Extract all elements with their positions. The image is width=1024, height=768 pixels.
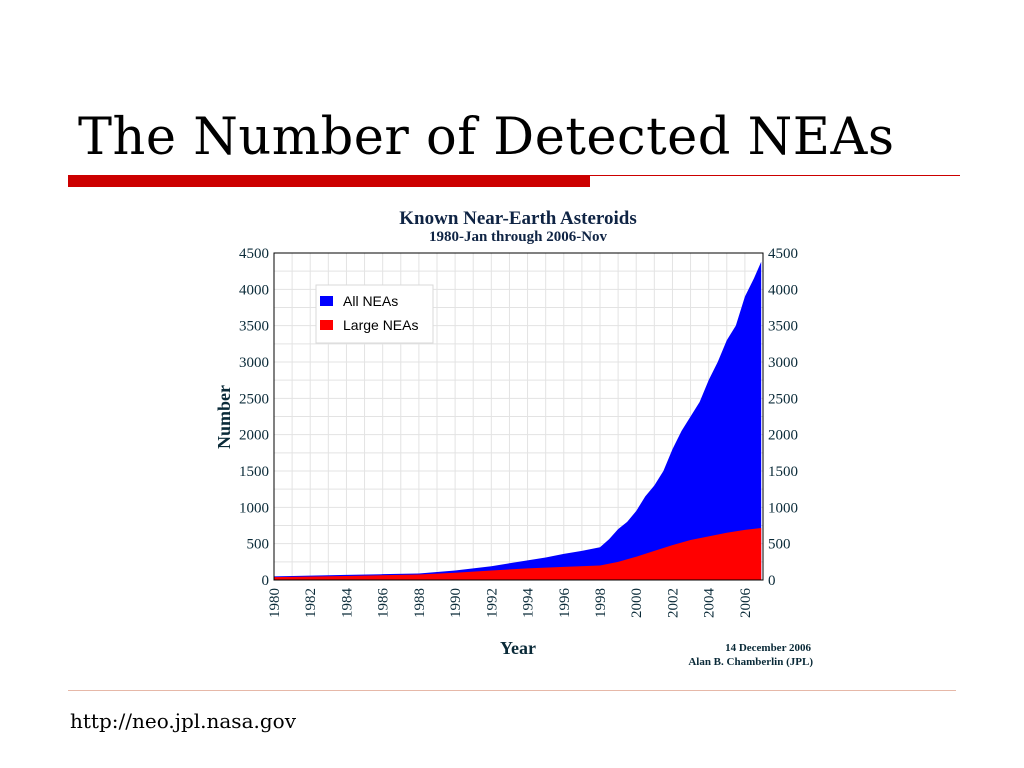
y-tick-label-right: 4500	[768, 246, 798, 262]
y-tick-label-left: 2500	[239, 391, 269, 407]
slide-title: The Number of Detected NEAs	[78, 108, 895, 167]
y-tick-label-right: 500	[768, 537, 791, 553]
x-tick-label: 1980	[267, 588, 283, 618]
x-tick-label: 1998	[593, 588, 609, 618]
chart-credit-date: 14 December 2006	[725, 642, 811, 654]
y-tick-label-left: 500	[247, 537, 270, 553]
chart-legend: All NEAs Large NEAs	[315, 284, 434, 344]
y-tick-label-right: 3500	[768, 319, 798, 335]
chart-credit-author: Alan B. Chamberlin (JPL)	[688, 656, 813, 668]
plot-frame	[273, 252, 764, 581]
y-tick-label-right: 0	[768, 573, 776, 589]
y-tick-label-left: 3500	[239, 319, 269, 335]
x-tick-label: 1996	[557, 588, 573, 619]
legend-label-large-neas: Large NEAs	[343, 317, 418, 333]
y-tick-label-right: 2500	[768, 391, 798, 407]
legend-box	[315, 284, 434, 344]
x-tick-label: 1992	[484, 588, 500, 618]
chart-title: Known Near-Earth Asteroids	[399, 208, 637, 229]
legend-swatch-large-neas	[320, 320, 333, 330]
y-tick-label-right: 4000	[768, 282, 798, 298]
title-underline-thick	[68, 175, 590, 187]
title-underline-thin	[590, 175, 960, 176]
x-tick-label: 2000	[629, 588, 645, 618]
y-tick-label-right: 3000	[768, 355, 798, 371]
x-tick-label: 1982	[303, 588, 319, 618]
x-tick-label: 2006	[738, 588, 754, 619]
y-tick-labels-right: 0 500 1000 1500 2000 2500 3000 3500 4000 4500	[768, 246, 798, 589]
x-tick-label: 1984	[339, 588, 355, 619]
legend-swatch-all-neas	[320, 296, 333, 306]
y-tick-label-right: 1000	[768, 500, 798, 516]
y-axis-label: Number	[214, 385, 234, 449]
chart-areas	[274, 261, 762, 580]
x-axis-label: Year	[500, 638, 536, 658]
x-tick-label: 1986	[376, 588, 392, 619]
y-tick-label-right: 2000	[768, 428, 798, 444]
area-series-large-neas	[274, 528, 762, 580]
x-tick-label: 1988	[412, 588, 428, 618]
y-tick-label-left: 3000	[239, 355, 269, 371]
x-tick-label: 1994	[521, 588, 537, 619]
x-tick-labels: 1980 1982 1984 1986 1988 1990 1992 1994 1996 1998…	[267, 588, 754, 619]
y-tick-label-left: 2000	[239, 428, 269, 444]
footer-divider	[68, 690, 956, 691]
chart-subtitle: 1980-Jan through 2006-Nov	[429, 229, 608, 245]
y-tick-label-left: 1500	[239, 464, 269, 480]
legend-label-all-neas: All NEAs	[343, 293, 398, 309]
y-tick-label-left: 4500	[239, 246, 269, 262]
y-tick-label-left: 4000	[239, 282, 269, 298]
y-tick-labels-left: 0 500 1000 1500 2000 2500 3000 3500 4000 4500	[239, 246, 269, 589]
x-tick-label: 1990	[448, 588, 464, 618]
y-tick-label-left: 1000	[239, 500, 269, 516]
y-tick-label-right: 1500	[768, 464, 798, 480]
x-tick-label: 2002	[665, 588, 681, 618]
y-tick-label-left: 0	[262, 573, 270, 589]
footer-url: http://neo.jpl.nasa.gov	[70, 709, 296, 733]
x-tick-label: 2004	[702, 588, 718, 619]
